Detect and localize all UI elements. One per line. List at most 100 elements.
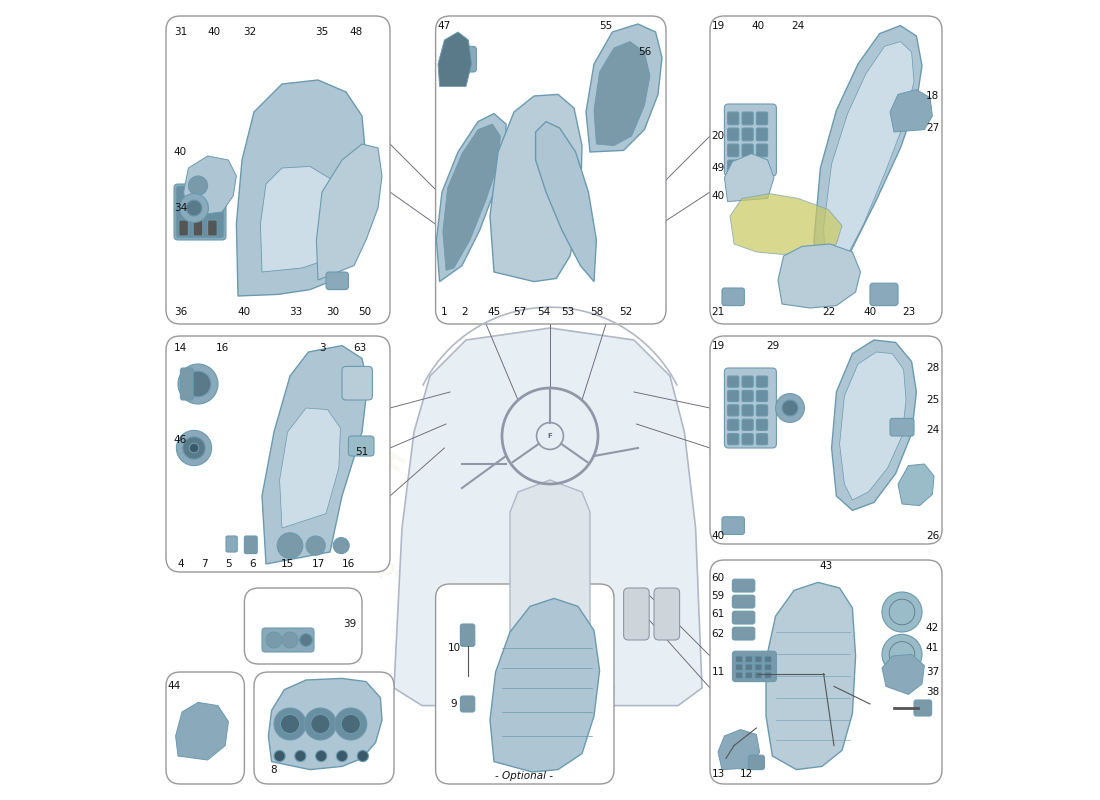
FancyBboxPatch shape: [742, 112, 754, 125]
Polygon shape: [814, 26, 922, 288]
Text: 63: 63: [353, 343, 366, 353]
FancyBboxPatch shape: [733, 611, 755, 624]
Text: - Optional -: - Optional -: [495, 771, 553, 781]
Polygon shape: [394, 328, 702, 706]
FancyBboxPatch shape: [166, 672, 244, 784]
Polygon shape: [730, 194, 842, 254]
Text: 40: 40: [751, 21, 764, 30]
FancyBboxPatch shape: [461, 696, 475, 712]
FancyBboxPatch shape: [757, 160, 768, 173]
Text: 44: 44: [167, 682, 180, 691]
Text: 7: 7: [201, 559, 208, 569]
Text: 40: 40: [238, 307, 251, 317]
FancyBboxPatch shape: [710, 560, 942, 784]
Text: 33: 33: [289, 307, 302, 317]
Polygon shape: [824, 42, 914, 272]
Text: 36: 36: [174, 307, 187, 317]
FancyBboxPatch shape: [764, 656, 771, 662]
FancyBboxPatch shape: [624, 588, 649, 640]
Circle shape: [179, 194, 208, 222]
Text: 40: 40: [174, 147, 187, 157]
Text: 19: 19: [712, 21, 725, 30]
FancyBboxPatch shape: [722, 288, 745, 306]
Circle shape: [282, 632, 298, 648]
Text: 19: 19: [712, 341, 725, 350]
FancyBboxPatch shape: [654, 588, 680, 640]
FancyBboxPatch shape: [755, 664, 762, 670]
Text: 58: 58: [590, 307, 603, 317]
FancyBboxPatch shape: [727, 112, 739, 125]
Text: 1: 1: [441, 307, 448, 317]
Polygon shape: [725, 154, 774, 202]
FancyBboxPatch shape: [727, 376, 739, 387]
Polygon shape: [317, 144, 382, 280]
Text: 16: 16: [342, 559, 355, 569]
Polygon shape: [890, 90, 933, 132]
FancyBboxPatch shape: [174, 184, 226, 240]
FancyBboxPatch shape: [725, 104, 777, 176]
FancyBboxPatch shape: [757, 419, 768, 430]
Circle shape: [299, 634, 312, 646]
Text: DIFFERENCES: DIFFERENCES: [333, 428, 591, 596]
Polygon shape: [882, 654, 924, 694]
FancyBboxPatch shape: [727, 160, 739, 173]
Circle shape: [305, 708, 337, 740]
Text: 24: 24: [791, 21, 804, 30]
Circle shape: [334, 708, 366, 740]
FancyBboxPatch shape: [342, 366, 373, 400]
Text: 40: 40: [208, 27, 221, 37]
Text: 8: 8: [271, 765, 277, 774]
Text: 5: 5: [226, 559, 232, 569]
Text: 15: 15: [280, 559, 294, 569]
Text: 32: 32: [243, 27, 256, 37]
Polygon shape: [184, 156, 236, 216]
FancyBboxPatch shape: [179, 220, 188, 236]
Circle shape: [266, 632, 282, 648]
Circle shape: [358, 750, 368, 762]
Text: 29: 29: [766, 341, 779, 350]
Text: 57: 57: [513, 307, 526, 317]
Text: 50: 50: [358, 307, 371, 317]
Text: 11: 11: [712, 667, 725, 677]
Text: 12: 12: [739, 770, 752, 779]
Text: 60: 60: [712, 573, 725, 582]
Circle shape: [186, 200, 202, 216]
Circle shape: [188, 176, 208, 195]
FancyBboxPatch shape: [444, 46, 476, 72]
FancyBboxPatch shape: [764, 672, 771, 678]
Polygon shape: [510, 480, 590, 704]
FancyBboxPatch shape: [166, 336, 390, 572]
Text: 41: 41: [926, 643, 939, 653]
Text: 18: 18: [926, 91, 939, 101]
Circle shape: [274, 750, 285, 762]
Polygon shape: [718, 730, 760, 770]
Text: F: F: [548, 433, 552, 439]
FancyBboxPatch shape: [262, 628, 314, 652]
FancyBboxPatch shape: [870, 283, 898, 306]
FancyBboxPatch shape: [757, 112, 768, 125]
Polygon shape: [279, 408, 340, 528]
Text: 26: 26: [926, 531, 939, 541]
FancyBboxPatch shape: [745, 672, 752, 678]
Polygon shape: [490, 598, 600, 772]
Text: 51: 51: [355, 447, 368, 457]
Polygon shape: [778, 244, 860, 308]
Text: 37: 37: [926, 667, 939, 677]
FancyBboxPatch shape: [736, 656, 743, 662]
FancyBboxPatch shape: [710, 336, 942, 544]
FancyBboxPatch shape: [736, 672, 743, 678]
Text: a passion for excellence: a passion for excellence: [360, 555, 629, 613]
Text: 52: 52: [619, 307, 632, 317]
FancyBboxPatch shape: [757, 128, 768, 141]
Polygon shape: [176, 702, 229, 760]
FancyBboxPatch shape: [727, 419, 739, 430]
FancyBboxPatch shape: [244, 536, 257, 554]
FancyBboxPatch shape: [349, 436, 374, 456]
Polygon shape: [443, 124, 500, 270]
FancyBboxPatch shape: [710, 16, 942, 324]
Circle shape: [176, 430, 211, 466]
FancyBboxPatch shape: [254, 672, 394, 784]
Polygon shape: [839, 352, 906, 500]
Text: 48: 48: [350, 27, 363, 37]
Circle shape: [178, 364, 218, 404]
